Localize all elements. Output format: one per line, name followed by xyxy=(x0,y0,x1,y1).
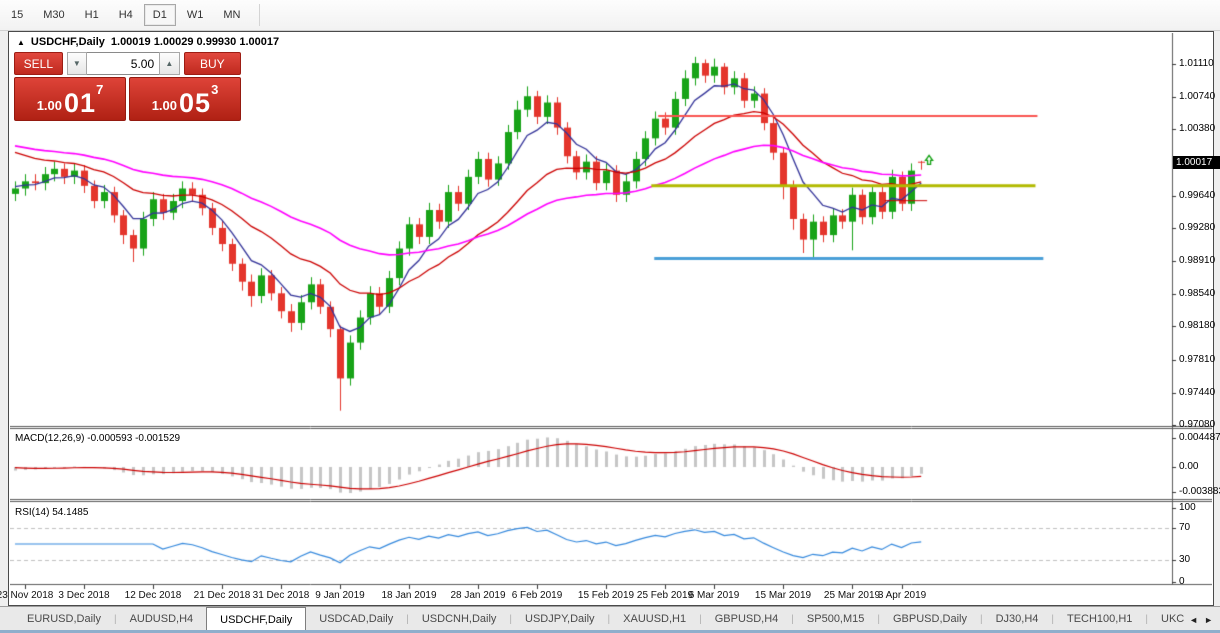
macd-indicator-label: MACD(12,26,9) -0.000593 -0.001529 xyxy=(15,433,181,444)
sell-price-panel[interactable]: 1.00 01 7 xyxy=(14,77,126,121)
price-axis-label: 0.97080 xyxy=(1179,419,1216,430)
date-axis-label: 12 Dec 2018 xyxy=(124,590,182,601)
chart-tab-gbpusd-h4[interactable]: GBPUSD,H4 xyxy=(714,613,779,625)
macd-axis-label: -0.003883 xyxy=(1179,486,1220,497)
timeframe-button-M30[interactable]: M30 xyxy=(43,9,65,21)
rsi-indicator-label: RSI(14) 54.1485 xyxy=(15,507,89,518)
date-axis-label: 21 Dec 2018 xyxy=(193,590,251,601)
one-click-trading-widget: SELL ▼ ▲ BUY 1.00 01 7 1.00 05 3 xyxy=(14,52,241,121)
date-axis-label: 25 Feb 2019 xyxy=(636,590,694,601)
chart-tab-eurusd-daily[interactable]: EURUSD,Daily xyxy=(27,613,101,625)
chart-tab-gbpusd-daily[interactable]: GBPUSD,Daily xyxy=(893,613,967,625)
timeframe-buttons: 15 M30 H1 H4 D1 W1 MN xyxy=(0,4,268,26)
window-bottom-edge xyxy=(0,630,1220,633)
volume-decrease-icon[interactable]: ▼ xyxy=(66,52,88,75)
chart-tab-ukc[interactable]: UKC xyxy=(1161,613,1185,625)
chart-tab-sp500-m15[interactable]: SP500,M15 xyxy=(806,613,865,625)
price-axis-label: 0.97440 xyxy=(1179,387,1216,398)
tab-separator: | xyxy=(979,613,983,625)
price-axis-label: 0.98540 xyxy=(1179,288,1216,299)
sell-button[interactable]: SELL xyxy=(14,52,63,75)
chart-symbol-label: USDCHF,Daily xyxy=(30,36,105,48)
chart-quote-label: 1.00019 1.00029 0.99930 1.00017 xyxy=(110,36,280,48)
date-axis-label: 23 Nov 2018 xyxy=(0,590,54,601)
date-axis-label: 6 Feb 2019 xyxy=(511,590,563,601)
chart-tab-dj30-h4[interactable]: DJ30,H4 xyxy=(995,613,1039,625)
price-axis-label: 0.99640 xyxy=(1179,190,1216,201)
buy-button[interactable]: BUY xyxy=(183,52,241,75)
volume-input[interactable] xyxy=(87,52,160,75)
price-axis-label: 1.01110 xyxy=(1179,58,1214,69)
current-price-tag: 1.00017 xyxy=(1173,156,1220,169)
tab-separator: | xyxy=(113,613,117,625)
sell-price-big: 01 xyxy=(64,88,97,118)
price-axis-label: 1.00740 xyxy=(1179,91,1216,102)
chart-tab-tech100-h1[interactable]: TECH100,H1 xyxy=(1066,613,1133,625)
buy-price-sup: 3 xyxy=(211,82,219,97)
timeframe-toolbar: 15 M30 H1 H4 D1 W1 MN xyxy=(0,0,1220,31)
rsi-axis-label: 30 xyxy=(1179,554,1191,565)
tab-separator: | xyxy=(699,613,702,625)
tab-separator: | xyxy=(607,613,611,625)
timeframe-button-W1[interactable]: W1 xyxy=(186,9,204,21)
chart-tab-usdcad-daily[interactable]: USDCAD,Daily xyxy=(319,613,394,625)
chart-tab-usdjpy-daily[interactable]: USDJPY,Daily xyxy=(525,613,595,625)
tab-separator: | xyxy=(791,613,794,625)
collapse-arrow-icon[interactable]: ▲ xyxy=(17,37,25,47)
rsi-axis-label: 100 xyxy=(1179,502,1196,513)
date-axis-label: 6 Mar 2019 xyxy=(688,590,740,601)
sell-price-sup: 7 xyxy=(96,82,104,97)
chart-tab-usdchf-daily[interactable]: USDCHF,Daily xyxy=(206,607,307,631)
tabs-scroll-left-icon[interactable]: ◄ xyxy=(1189,614,1199,625)
timeframe-button-H4[interactable]: H4 xyxy=(118,9,133,21)
right-dock-strip xyxy=(1214,31,1220,606)
price-axis-label: 0.97810 xyxy=(1179,354,1216,365)
chart-tab-xauusd-h1[interactable]: XAUUSD,H1 xyxy=(623,613,687,625)
trade-row-prices: 1.00 01 7 1.00 05 3 xyxy=(14,77,241,121)
buy-price-prefix: 1.00 xyxy=(151,98,178,113)
price-axis-label: 0.98910 xyxy=(1179,255,1216,266)
date-axis-label: 15 Feb 2019 xyxy=(577,590,635,601)
date-axis-label: 3 Dec 2018 xyxy=(58,590,110,601)
tab-separator: | xyxy=(1145,613,1149,625)
date-axis-label: 9 Jan 2019 xyxy=(315,590,365,601)
toolbar-separator xyxy=(259,4,261,26)
chart-canvas[interactable] xyxy=(10,33,1212,604)
date-axis-label: 31 Dec 2018 xyxy=(252,590,310,601)
date-axis-label: 15 Mar 2019 xyxy=(754,590,812,601)
tab-scroll-arrows: ◄ ► xyxy=(1185,607,1217,632)
timeframe-button-15[interactable]: 15 xyxy=(11,9,24,21)
tabs-scroll-right-icon[interactable]: ► xyxy=(1204,614,1213,625)
volume-increase-icon[interactable]: ▲ xyxy=(159,52,180,75)
date-axis-label: 28 Jan 2019 xyxy=(450,590,506,601)
macd-axis-label: 0.00 xyxy=(1179,461,1199,472)
chart-tabs-bar: EURUSD,Daily | AUDUSD,H4 USDCHF,Daily USDCAD… xyxy=(0,606,1220,631)
chart-title: ▲ USDCHF,Daily 1.00019 1.00029 0.99930 1… xyxy=(17,36,286,48)
timeframe-button-H1[interactable]: H1 xyxy=(84,9,99,21)
chart-tab-audusd-h4[interactable]: AUDUSD,H4 xyxy=(129,613,194,625)
price-axis-label: 1.00380 xyxy=(1179,123,1216,134)
macd-axis-label: 0.004487 xyxy=(1179,432,1220,443)
rsi-axis-label: 0 xyxy=(1179,576,1185,587)
tab-separator: | xyxy=(1051,613,1054,625)
tab-separator: | xyxy=(509,613,513,625)
date-axis-label: 18 Jan 2019 xyxy=(381,590,437,601)
buy-price-panel[interactable]: 1.00 05 3 xyxy=(129,77,241,121)
price-axis-label: 0.98180 xyxy=(1179,320,1216,331)
chart-tab-usdcnh-daily[interactable]: USDCNH,Daily xyxy=(421,613,497,625)
date-axis-label: 25 Mar 2019 xyxy=(823,590,881,601)
price-axis-label: 0.99280 xyxy=(1179,222,1216,233)
buy-price-big: 05 xyxy=(179,88,212,118)
tab-separator: | xyxy=(877,613,880,625)
timeframe-button-D1[interactable]: D1 xyxy=(143,4,176,26)
tab-separator: | xyxy=(406,613,409,625)
rsi-axis-label: 70 xyxy=(1179,522,1191,533)
chart-window: ▲ USDCHF,Daily 1.00019 1.00029 0.99930 1… xyxy=(0,31,1220,606)
sell-price-prefix: 1.00 xyxy=(36,98,63,113)
trade-row-top: SELL ▼ ▲ BUY xyxy=(14,52,241,75)
timeframe-button-MN[interactable]: MN xyxy=(223,9,241,21)
date-axis-label: 3 Apr 2019 xyxy=(877,590,927,601)
